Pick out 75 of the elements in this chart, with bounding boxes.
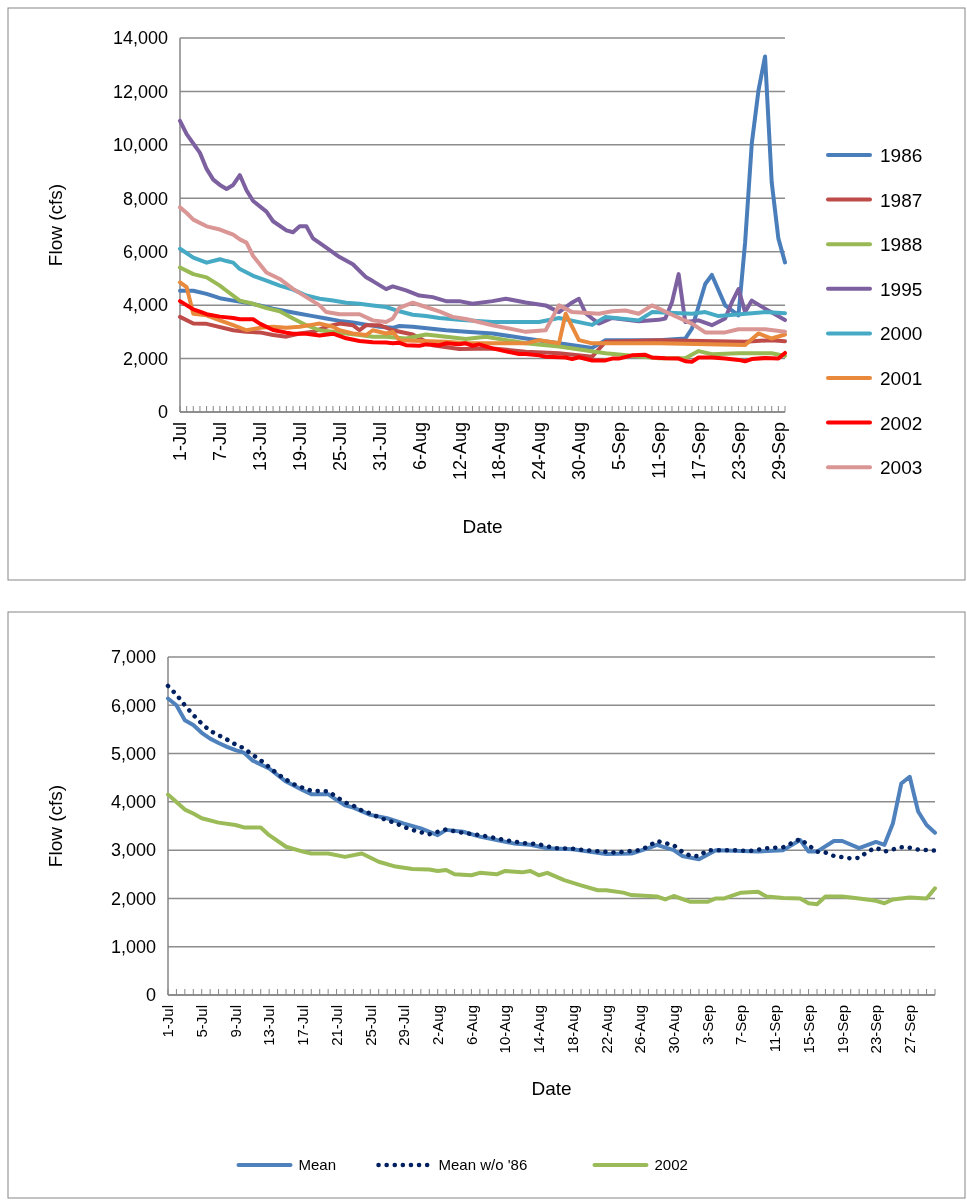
legend-label: 2001 [880,368,923,389]
x-tick-label: 1-Jul [159,1005,177,1038]
legend-label: 1987 [880,189,923,211]
x-tick-label: 11-Sep [766,1005,784,1053]
x-tick-label: 5-Jul [192,1005,210,1038]
x-tick-label: 26-Aug [631,1005,649,1054]
legend-label: 1995 [880,278,923,300]
x-tick-label: 15-Sep [799,1005,817,1054]
x-tick-label: 19-Jul [289,422,310,472]
y-tick-label: 6,000 [122,242,168,263]
y-tick-label: 6,000 [110,695,156,716]
legend-label: 2000 [880,323,923,345]
x-tick-label: 23-Sep [867,1005,885,1054]
legend-label: 1986 [880,145,923,166]
x-tick-label: 6-Aug [462,1005,480,1046]
legend-label: 2002 [654,1156,688,1173]
y-axis-title: Flow (cfs) [45,183,66,267]
x-tick-label: 7-Jul [210,422,231,462]
y-tick-label: 14,000 [112,28,168,49]
x-tick-label: 7-Sep [732,1005,750,1046]
y-tick-label: 12,000 [112,81,168,102]
y-tick-label: 3,000 [110,840,156,861]
legend-label: Mean [298,1156,337,1173]
x-tick-label: 9-Jul [226,1005,244,1038]
line-series [166,792,937,907]
x-tick-label: 30-Aug [664,1005,682,1054]
legend-label: 2002 [880,412,923,434]
x-tick-label: 25-Jul [361,1005,379,1046]
x-tick-label: 3-Sep [698,1005,716,1046]
x-tick-label: 10-Aug [496,1005,514,1054]
x-tick-label: 2-Aug [428,1005,446,1046]
line-series [178,205,787,335]
y-tick-label: 7,000 [110,647,156,668]
x-tick-label: 24-Aug [529,422,550,481]
x-tick-label: 13-Jul [250,422,271,472]
y-tick-label: 0 [157,402,168,423]
x-tick-label: 11-Sep [648,422,669,479]
legend-label: 1988 [880,234,923,256]
x-tick-label: 29-Jul [395,1005,413,1046]
y-tick-label: 5,000 [110,743,156,764]
y-tick-label: 10,000 [112,135,168,156]
x-tick-label: 14-Aug [530,1005,548,1054]
x-tick-label: 30-Aug [569,422,590,481]
y-tick-label: 2,000 [110,888,156,909]
y-tick-label: 4,000 [110,792,156,813]
y-tick-label: 1,000 [110,937,156,958]
x-tick-label: 12-Aug [449,422,470,481]
y-tick-label: 0 [145,985,156,1006]
x-tick-label: 22-Aug [597,1005,615,1054]
line-series [178,299,787,364]
x-tick-label: 1-Jul [170,422,191,462]
x-tick-label: 23-Sep [728,422,749,481]
x-tick-label: 31-Jul [369,422,390,472]
x-tick-label: 21-Jul [327,1005,345,1046]
y-axis-title: Flow (cfs) [45,784,66,868]
y-tick-label: 4,000 [122,295,168,316]
legend-label: Mean w/o '86 [438,1156,528,1173]
x-tick-label: 25-Jul [329,422,350,472]
x-tick-label: 13-Jul [260,1005,278,1046]
x-tick-label: 17-Sep [688,422,709,481]
x-tick-label: 19-Sep [833,1005,851,1054]
x-tick-label: 27-Sep [900,1005,918,1054]
x-tick-label: 6-Aug [409,422,430,471]
x-tick-label: 17-Jul [294,1005,312,1046]
legend-label: 2003 [880,457,923,479]
line-series [178,280,787,347]
x-tick-label: 18-Aug [489,422,510,481]
x-tick-label: 18-Aug [563,1005,581,1054]
x-tick-label: 5-Sep [609,422,630,471]
y-tick-label: 8,000 [122,188,168,209]
y-tick-label: 2,000 [122,348,168,369]
line-series [178,118,787,328]
x-axis-title: Date [462,516,503,537]
x-tick-label: 29-Sep [768,422,789,481]
x-axis-title: Date [531,1078,572,1099]
